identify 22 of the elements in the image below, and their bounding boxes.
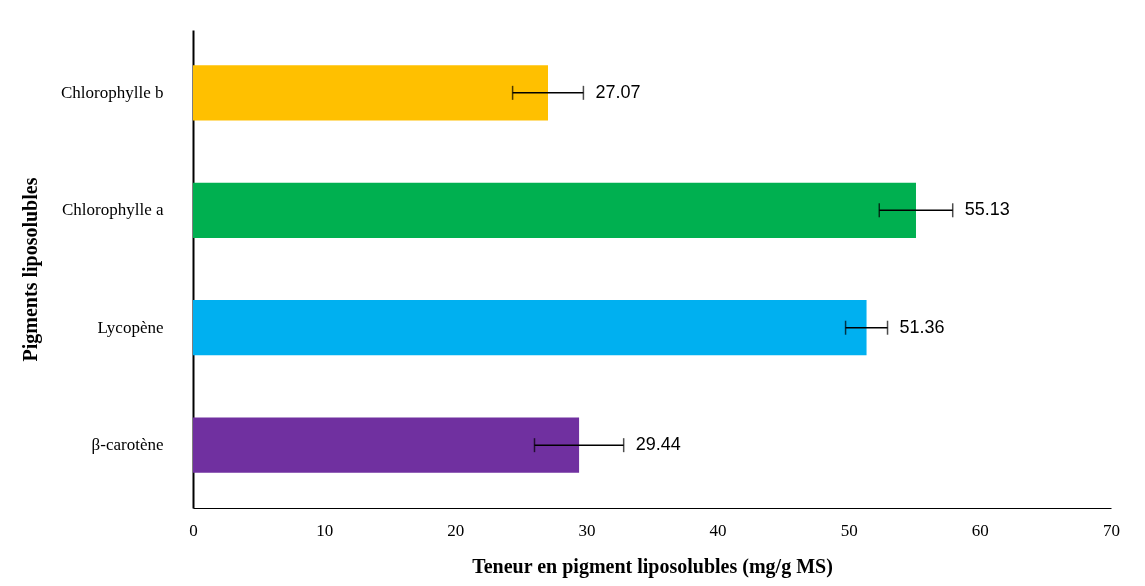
x-tick-label: 50 bbox=[840, 520, 858, 540]
x-tick-label: 60 bbox=[971, 520, 989, 540]
x-axis-title: Teneur en pigment liposolubles (mg/g MS) bbox=[472, 554, 833, 578]
y-tick-label: Chlorophylle b bbox=[61, 82, 164, 102]
data-label: 29.44 bbox=[635, 434, 681, 455]
bar bbox=[193, 300, 867, 356]
y-tick-label: Lycopène bbox=[97, 317, 164, 337]
x-tick-label: 0 bbox=[189, 520, 198, 540]
x-tick-label: 20 bbox=[447, 520, 465, 540]
x-tick-label: 70 bbox=[1103, 520, 1120, 540]
data-label: 51.36 bbox=[899, 316, 945, 337]
data-label: 55.13 bbox=[964, 199, 1010, 220]
bar bbox=[193, 417, 580, 473]
y-axis-title: Pigments liposolubles bbox=[19, 177, 43, 362]
y-tick-label: Chlorophylle a bbox=[61, 200, 164, 220]
bar bbox=[193, 182, 916, 238]
y-tick-label: β-carotène bbox=[91, 435, 164, 455]
bar bbox=[193, 65, 548, 121]
x-tick-label: 30 bbox=[578, 520, 596, 540]
data-label: 27.07 bbox=[595, 81, 641, 102]
x-tick-label: 40 bbox=[709, 520, 727, 540]
x-tick-label: 10 bbox=[316, 520, 334, 540]
